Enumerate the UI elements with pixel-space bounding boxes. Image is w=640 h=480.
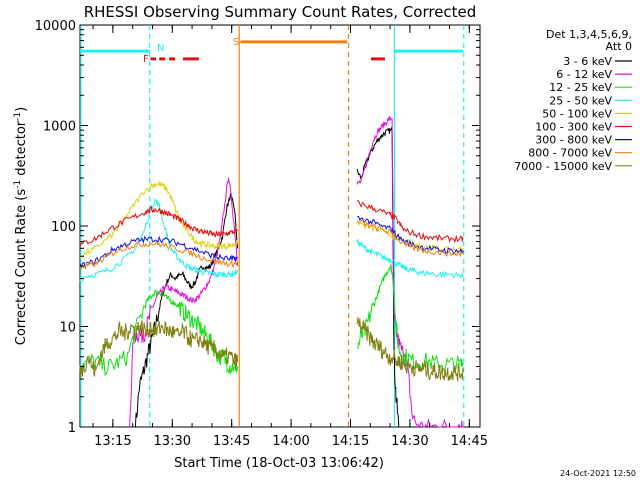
y-axis-label: Corrected Count Rate (s-1 detector-1): [13, 107, 29, 345]
legend-entry-label: 12 - 25 keV: [549, 81, 612, 94]
y-axis-label-end: ): [14, 107, 29, 112]
chart-title: RHESSI Observing Summary Count Rates, Co…: [84, 3, 477, 21]
x-tick-label: 14:15: [332, 434, 369, 449]
x-tick-label: 14:45: [451, 434, 488, 449]
legend-entry-label: 300 - 800 keV: [535, 134, 612, 147]
legend-entry-label: 50 - 100 keV: [542, 107, 612, 120]
x-axis-ticks: 13:15 13:30 13:45 14:00 14:15 14:30 14:45: [92, 25, 488, 449]
y-axis-label-sup2: -1: [13, 112, 23, 121]
legend-header-detectors: Det 1,3,4,5,6,9,: [546, 28, 632, 41]
series-line: [356, 116, 464, 429]
plot-frame: [79, 24, 481, 428]
series-line: [356, 239, 464, 279]
plot-area: [79, 24, 481, 428]
x-axis-label: Start Time (18-Oct-03 13:06:42): [174, 456, 384, 471]
series-lines: [79, 116, 464, 429]
series-line: [79, 240, 239, 270]
vertical-markers: [80, 25, 465, 427]
y-tick-label: 10000: [35, 19, 76, 34]
x-tick-label: 14:30: [391, 434, 428, 449]
series-line: [79, 235, 239, 270]
y-axis-label-main: Corrected Count Rate (s: [14, 189, 29, 346]
legend-entry-label: 7000 - 15000 keV: [514, 160, 612, 173]
y-tick-label: 100: [51, 220, 76, 235]
series-line: [357, 200, 464, 244]
legend-entry-label: 800 - 7000 keV: [528, 147, 612, 160]
legend-header-attenuator: Att 0: [606, 40, 632, 53]
footer-date: 24-Oct-2021 12:50: [560, 469, 636, 478]
series-line: [356, 317, 464, 382]
x-tick-label: 13:15: [94, 434, 131, 449]
flag-label-s: S: [233, 37, 239, 48]
series-line: [357, 215, 464, 255]
y-tick-label: 1: [68, 421, 76, 436]
series-line: [79, 289, 239, 376]
series-line: [79, 205, 238, 248]
legend-entry-label: 6 - 12 keV: [556, 68, 612, 81]
flag-label-n: N: [157, 43, 164, 54]
series-line: [134, 193, 239, 428]
flag-label-f: F: [143, 54, 149, 65]
legend-entry-label: 3 - 6 keV: [563, 55, 612, 68]
y-tick-label: 10: [59, 321, 76, 336]
x-tick-label: 14:00: [272, 434, 309, 449]
y-axis-label-mid: detector: [14, 120, 29, 180]
series-line: [79, 197, 239, 282]
series-line: [357, 220, 464, 258]
legend-entry-label: 100 - 300 keV: [535, 121, 612, 134]
legend-entry-label: 25 - 50 keV: [549, 94, 612, 107]
series-line: [79, 180, 239, 258]
y-tick-label: 1000: [43, 120, 76, 135]
series-line: [356, 264, 464, 374]
y-axis-label-sup1: -1: [13, 180, 23, 189]
series-line: [129, 177, 239, 428]
series-line: [79, 319, 239, 378]
x-tick-label: 13:30: [154, 434, 191, 449]
y-axis-ticks: 1 10 100 1000 10000: [35, 19, 480, 436]
x-tick-label: 13:45: [213, 434, 250, 449]
flag-bars: [80, 40, 464, 61]
